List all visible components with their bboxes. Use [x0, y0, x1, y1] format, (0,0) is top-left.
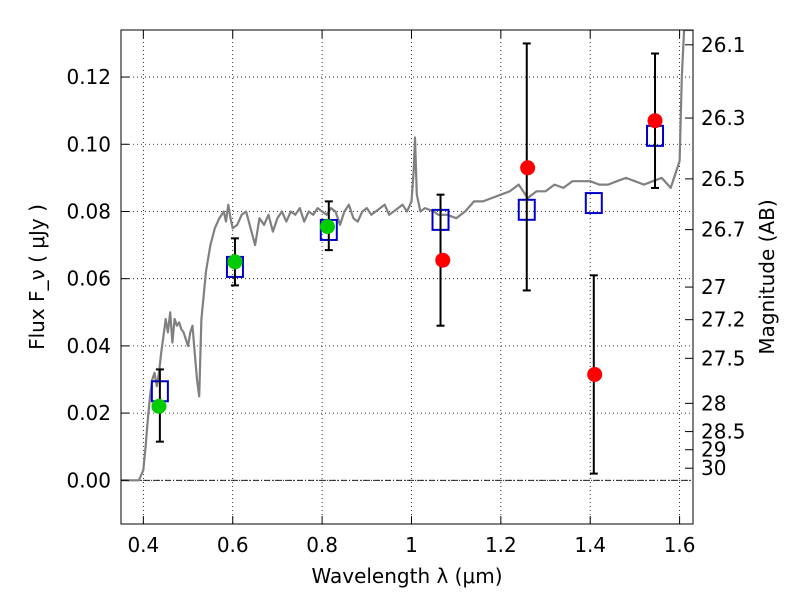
right-tick-label: 27.2: [701, 308, 746, 332]
y-tick-label: 0.12: [66, 65, 111, 89]
right-tick-label: 26.5: [701, 167, 746, 191]
green-data-point: [151, 398, 167, 414]
x-tick-label: 0.8: [306, 533, 338, 557]
y-tick-label: 0.06: [66, 267, 111, 291]
model-square-point: [584, 192, 603, 215]
y-tick-label: 0.00: [66, 468, 111, 492]
right-tick-label: 28.5: [701, 420, 746, 444]
red-data-point: [435, 252, 451, 268]
red-data-point: [520, 160, 536, 176]
right-tick-label: 30: [701, 456, 726, 480]
right-tick-label: 26.1: [701, 33, 746, 57]
plot-frame: [120, 29, 694, 525]
right-tick-label: 28: [701, 391, 726, 415]
green-data-point: [227, 254, 243, 270]
y-tick-label: 0.10: [66, 132, 111, 156]
y-tick-label: 0.02: [66, 401, 111, 425]
x-axis-label: Wavelength λ (μm): [311, 564, 502, 588]
red-data-point: [647, 113, 663, 129]
x-tick-label: 1.6: [664, 533, 696, 557]
right-tick-label: 27: [701, 275, 726, 299]
green-data-point: [319, 219, 335, 235]
right-tick-label: 29: [701, 438, 726, 462]
red-data-point: [587, 366, 603, 382]
x-tick-label: 0.6: [217, 533, 249, 557]
right-tick-label: 26.7: [701, 218, 746, 242]
sed-model-line: [121, 30, 693, 482]
right-tick-label: 27.5: [701, 346, 746, 370]
y-axis-right-label: Magnitude (AB): [755, 199, 779, 354]
x-tick-label: 0.4: [127, 533, 159, 557]
y-tick-label: 0.08: [66, 199, 111, 223]
right-tick-label: 26.3: [701, 106, 746, 130]
axis-ticks: 0.4 0.6 0.8 1 1.2 1.4 1.6 0.00 0.02 0.04 0.06 0.08 0…: [66, 30, 746, 557]
y-axis-label: Flux F_ν ( μJy ): [25, 204, 49, 350]
y-tick-label: 0.04: [66, 334, 111, 358]
plot-area: [121, 30, 693, 482]
x-tick-label: 1.2: [485, 533, 517, 557]
x-tick-label: 1: [405, 533, 418, 557]
x-tick-label: 1.4: [574, 533, 606, 557]
grid-lines: [121, 30, 693, 524]
